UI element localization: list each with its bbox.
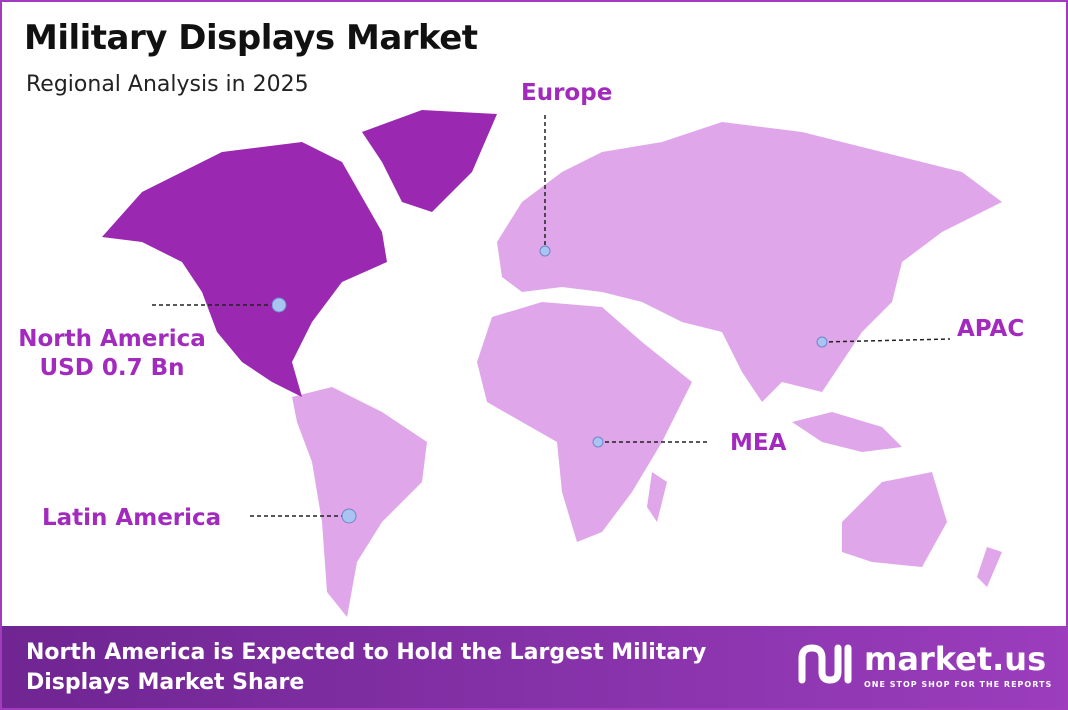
region-label: North America (18, 326, 206, 352)
region-label: Europe (521, 80, 612, 106)
footer: North America is Expected to Hold the La… (2, 626, 1066, 708)
markers (271, 245, 828, 524)
title: Military Displays Market (24, 18, 478, 58)
continents (292, 122, 1002, 617)
region-label: MEA (730, 430, 787, 456)
footer-text: North America is Expected to Hold the La… (26, 640, 707, 695)
tagline: ONE STOP SHOP FOR THE REPORTS (864, 680, 1053, 689)
north-america (102, 110, 497, 397)
region-label: Latin America (42, 505, 221, 531)
leaders (152, 115, 951, 517)
subtitle: Regional Analysis in 2025 (26, 72, 309, 97)
world-map: North America USD 0.7 Bn Europe APAC MEA… (18, 80, 1024, 617)
region-label: APAC (957, 316, 1024, 342)
brand: market.us (864, 640, 1047, 678)
logo (798, 644, 852, 684)
region-value: USD 0.7 Bn (40, 355, 185, 381)
